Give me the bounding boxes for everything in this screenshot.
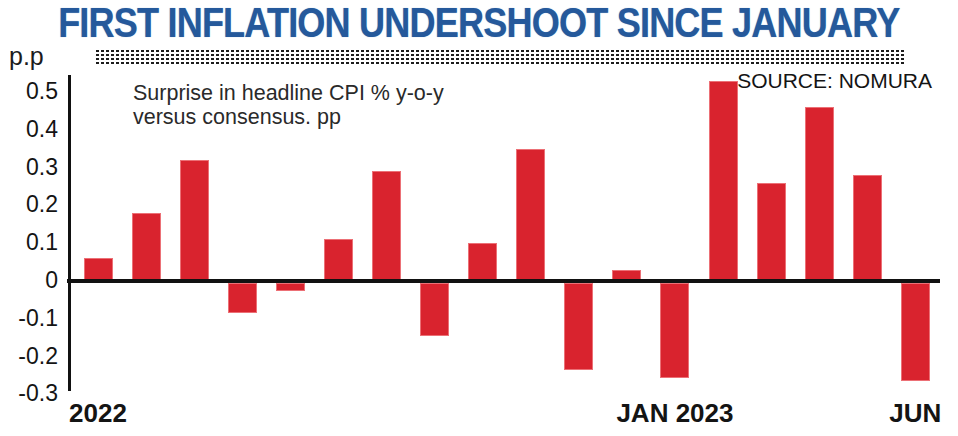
cpi-surprise-bar-chart: FIRST INFLATION UNDERSHOOT SINCE JANUARY…	[0, 0, 958, 436]
bar-apr-2022	[228, 283, 257, 313]
bar-nov-2022	[564, 283, 593, 370]
bar-may-2022	[276, 283, 305, 291]
bar-feb-2023	[709, 81, 738, 281]
source-label: SOURCE: NOMURA	[737, 69, 932, 93]
bar-jan-2023	[660, 283, 689, 378]
y-tick-label: 0.2	[0, 193, 58, 216]
bar-jun-2022	[324, 239, 353, 281]
bar-mar-2022	[180, 160, 209, 281]
chart-subtitle-line2: versus consensus. pp	[133, 105, 444, 129]
bar-jul-2022	[372, 171, 401, 281]
y-tick-label: 0.3	[0, 156, 58, 179]
bar-oct-2022	[516, 149, 545, 281]
y-tick-label: -0.1	[0, 307, 58, 330]
bar-sep-2022	[468, 243, 497, 281]
y-tick-label: 0.4	[0, 118, 58, 141]
chart-title: FIRST INFLATION UNDERSHOOT SINCE JANUARY	[0, 2, 958, 44]
x-axis-label: JUN	[889, 398, 941, 429]
y-tick-label: 0.1	[0, 231, 58, 254]
bar-jan-2022	[84, 258, 113, 281]
x-axis-label: JAN 2023	[616, 398, 733, 429]
y-tick-label: 0.5	[0, 80, 58, 103]
y-axis-unit-label: p.p	[9, 42, 44, 71]
bar-may-2023	[853, 175, 882, 281]
bar-mar-2023	[757, 183, 786, 281]
chart-subtitle-line1: Surprise in headline CPI % y-o-y	[133, 81, 444, 105]
y-axis-line	[68, 75, 71, 391]
y-tick-label: 0	[0, 269, 58, 292]
bar-feb-2022	[132, 213, 161, 281]
bar-aug-2022	[420, 283, 449, 336]
bar-jun-2023	[901, 283, 930, 381]
dotted-divider	[95, 49, 906, 64]
chart-title-text: FIRST INFLATION UNDERSHOOT SINCE JANUARY	[58, 2, 899, 42]
x-axis-label: 2022	[69, 398, 127, 429]
bar-apr-2023	[805, 107, 834, 281]
y-tick-label: -0.2	[0, 345, 58, 368]
y-tick-label: -0.3	[0, 382, 58, 405]
zero-baseline	[67, 279, 940, 283]
chart-subtitle: Surprise in headline CPI % y-o-y versus …	[133, 81, 444, 129]
